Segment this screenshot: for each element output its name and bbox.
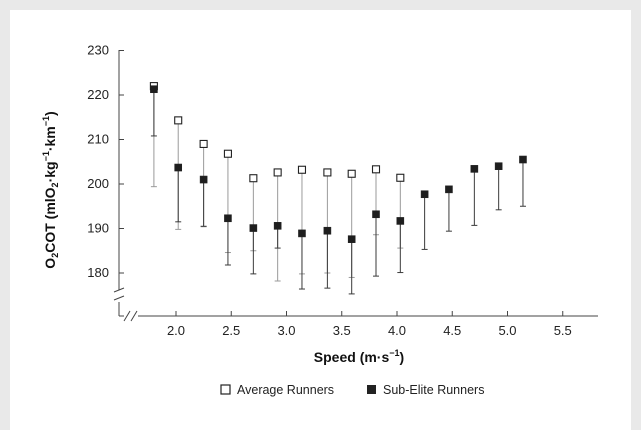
average-point-4 (249, 174, 258, 183)
x-axis-title: Speed (m·s−1) (314, 348, 404, 365)
average-point-6 (297, 165, 307, 174)
data-series (149, 82, 527, 295)
x-tick-label-2.5: 2.5 (222, 323, 240, 338)
y-tick-label-230: 230 (87, 43, 109, 58)
sub-elite-point-0 (150, 85, 158, 94)
x-tick-label-4.5: 4.5 (443, 323, 461, 338)
y-tick-label-190: 190 (87, 221, 109, 236)
sub-elite-point-3 (224, 214, 232, 223)
x-axis-break-mark (123, 310, 138, 322)
x-tick-label-3.0: 3.0 (277, 323, 295, 338)
average-point-7 (323, 168, 332, 177)
sub-elite-point-12 (445, 185, 453, 194)
y-tick-label-210: 210 (87, 132, 109, 147)
x-tick-label-2.0: 2.0 (167, 323, 185, 338)
x-tick-label-3.5: 3.5 (333, 323, 351, 338)
sub-elite-point-7 (323, 226, 332, 235)
legend: Average Runners Sub-Elite Runners (220, 383, 484, 397)
legend-open-square-icon (220, 384, 231, 395)
x-tick-label-5.0: 5.0 (498, 323, 516, 338)
average-point-2 (199, 139, 208, 148)
y-tick-label-180: 180 (87, 265, 109, 280)
axes: 180 190 200 210 220 230 2.0 2.5 3.0 3.5 4.0 4.5 5.0 5… (87, 43, 598, 338)
sub-elite-point-14 (494, 162, 503, 170)
x-tick-label-5.5: 5.5 (554, 323, 572, 338)
average-point-10 (396, 173, 405, 182)
sub-elite-point-1 (174, 163, 183, 172)
average-point-1 (174, 116, 183, 125)
y-axis-break-mark (113, 287, 125, 301)
sub-elite-point-9 (372, 210, 380, 219)
legend-filled-square-icon (367, 385, 376, 394)
average-point-3 (223, 149, 232, 158)
y-tick-label-220: 220 (87, 87, 109, 102)
legend-label-average: Average Runners (237, 383, 334, 397)
sub-elite-point-15 (519, 155, 527, 164)
sub-elite-point-4 (249, 224, 258, 232)
y-tick-label-200: 200 (87, 176, 109, 191)
x-tick-label-4.0: 4.0 (388, 323, 406, 338)
sub-elite-point-2 (199, 175, 208, 184)
sub-elite-point-11 (420, 190, 429, 199)
y-axis-title: O2COT (mlO2·kg−1·km−1) (41, 111, 60, 268)
sub-elite-point-13 (470, 165, 479, 173)
sub-elite-point-5 (273, 222, 282, 230)
legend-label-sub-elite: Sub-Elite Runners (383, 383, 484, 397)
sub-elite-point-8 (347, 235, 356, 243)
average-point-8 (347, 169, 356, 178)
figure-card (10, 10, 631, 430)
average-point-9 (371, 165, 381, 174)
average-point-5 (273, 168, 282, 177)
sub-elite-point-6 (298, 229, 306, 238)
sub-elite-point-10 (396, 217, 405, 225)
